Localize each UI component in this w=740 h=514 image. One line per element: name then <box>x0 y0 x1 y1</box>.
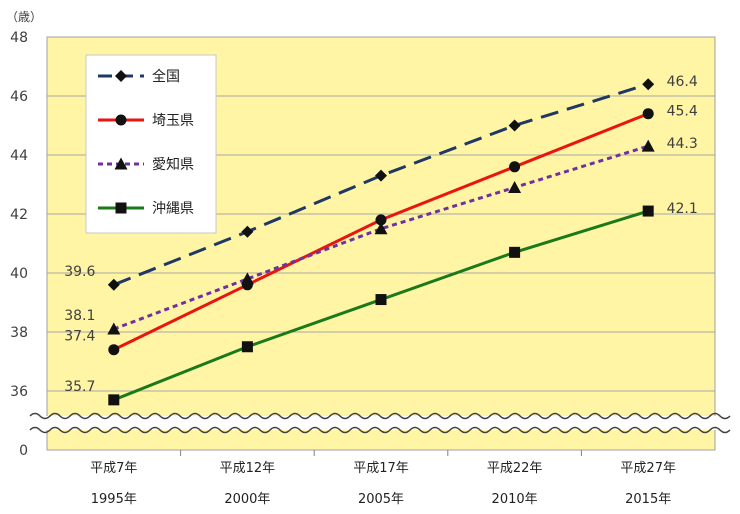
axis-break-line <box>29 426 731 434</box>
data-point-circle <box>108 344 120 356</box>
legend-label: 全国 <box>152 68 180 85</box>
x-tick-label: 平成7年 <box>90 461 137 476</box>
data-point-square <box>115 202 127 214</box>
data-label: 35.7 <box>64 379 95 395</box>
data-point-diamond <box>107 278 120 291</box>
data-point-diamond <box>375 169 387 182</box>
data-point-diamond <box>115 70 127 82</box>
data-point-diamond <box>642 78 655 91</box>
data-point-diamond <box>508 119 521 132</box>
data-point-square <box>375 294 387 306</box>
y-tick-label: 36 <box>10 384 28 400</box>
data-point-triangle <box>114 157 128 170</box>
y-tick-label: 40 <box>10 266 28 282</box>
legend-label: 埼玉県 <box>152 113 194 129</box>
axis-break-band <box>28 416 732 430</box>
data-point-triangle <box>374 222 388 235</box>
data-point-diamond <box>241 225 254 238</box>
data-point-circle <box>375 214 387 226</box>
data-label: 45.4 <box>667 104 698 120</box>
data-point-triangle <box>508 180 522 193</box>
x-tick-label: 平成12年 <box>220 461 276 476</box>
x-tick-label: 平成22年 <box>487 461 543 476</box>
data-label: 38.1 <box>64 308 95 324</box>
legend-label: 沖縄県 <box>152 201 194 217</box>
data-point-square <box>108 394 120 406</box>
x-tick-sublabel: 1995年 <box>91 492 137 507</box>
x-tick-sublabel: 2010年 <box>492 492 538 507</box>
data-point-square <box>642 205 654 217</box>
data-label: 44.3 <box>667 136 698 152</box>
series-line <box>113 82 649 287</box>
x-tick-sublabel: 2000年 <box>224 492 270 507</box>
y-tick-label: 44 <box>10 148 28 164</box>
data-label: 46.4 <box>667 74 698 90</box>
x-tick-label: 平成27年 <box>620 461 676 476</box>
data-point-triangle <box>240 272 254 285</box>
data-point-circle <box>509 161 521 173</box>
data-label: 39.6 <box>64 264 95 280</box>
data-label: 42.1 <box>667 201 698 217</box>
y-tick-label: 38 <box>10 325 28 341</box>
data-point-square <box>241 341 253 353</box>
x-tick-sublabel: 2005年 <box>358 492 404 507</box>
y-tick-label: 46 <box>10 89 28 105</box>
data-point-triangle <box>641 139 655 152</box>
x-tick-sublabel: 2015年 <box>625 492 671 507</box>
y-tick-label: 0 <box>19 443 28 459</box>
y-unit-label: （歳） <box>6 10 42 24</box>
data-point-circle <box>642 108 654 120</box>
data-point-square <box>509 246 521 258</box>
y-tick-label: 48 <box>10 30 28 46</box>
data-label: 37.4 <box>64 329 95 345</box>
y-tick-label: 42 <box>10 207 28 223</box>
legend-label: 愛知県 <box>152 156 194 173</box>
x-tick-label: 平成17年 <box>353 461 409 476</box>
data-point-triangle <box>107 322 121 335</box>
axis-break-line <box>29 412 731 420</box>
legend-box <box>85 54 217 234</box>
series-line <box>113 144 649 331</box>
data-point-circle <box>115 114 127 126</box>
